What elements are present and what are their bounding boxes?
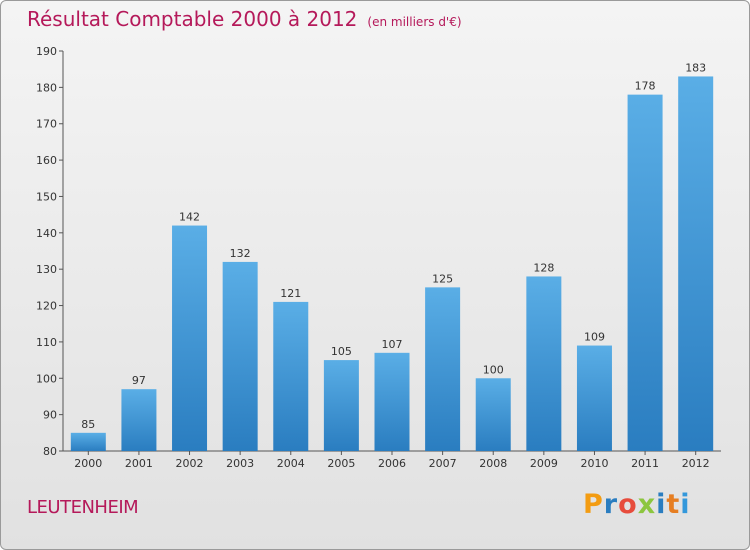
bar-2009 [526,276,562,451]
x-tick-label: 2002 [176,457,204,470]
logo-letter: r [603,489,619,520]
x-tick-label: 2004 [277,457,305,470]
data-label: 142 [179,211,200,224]
bars [70,76,714,452]
bar-2001 [121,389,157,451]
data-labels: 85 97 142 132 121 105 107 125 100 128 109 178 183 [81,61,706,430]
logo-letter: t [666,489,681,520]
x-tick-label: 2000 [74,457,102,470]
logo-letter: i [656,489,667,520]
data-label: 178 [635,80,656,93]
x-tick-label: 2010 [580,457,608,470]
chart-title: Résultat Comptable 2000 à 2012 (en millie… [27,7,462,31]
x-tick-label: 2008 [479,457,507,470]
bar-2008 [475,378,511,451]
logo-letter: x [637,489,657,520]
y-tick-label: 180 [36,81,57,94]
y-tick-label: 90 [43,409,57,422]
proxiti-logo: Proxiti [583,489,691,520]
y-tick-label: 140 [36,227,57,240]
x-tick-label: 2007 [429,457,457,470]
logo-letter: i [680,489,691,520]
y-tick-label: 100 [36,372,57,385]
x-tick-label: 2012 [682,457,710,470]
data-label: 109 [584,331,605,344]
bar-2003 [222,261,258,451]
y-tick-label: 150 [36,190,57,203]
chart-title-text: Résultat Comptable 2000 à 2012 [27,7,358,31]
data-label: 85 [81,418,95,431]
data-label: 100 [483,363,504,376]
data-label: 125 [432,272,453,285]
bar-2006 [374,352,410,451]
data-label: 183 [685,61,706,74]
bar-2004 [273,301,309,451]
x-tick-label: 2009 [530,457,558,470]
city-name: LEUTENHEIM [27,497,139,518]
bar-2010 [576,345,612,451]
x-tick-label: 2003 [226,457,254,470]
data-label: 132 [230,247,251,260]
y-tick-label: 80 [43,445,57,458]
data-label: 128 [533,261,554,274]
bar-2002 [172,225,208,451]
bar-2012 [678,76,714,452]
data-label: 105 [331,345,352,358]
y-tick-label: 190 [36,45,57,58]
bar-2005 [323,360,359,451]
bar-2000 [70,432,106,451]
y-tick-label: 160 [36,154,57,167]
x-tick-label: 2005 [327,457,355,470]
chart-subtitle: (en milliers d'€) [367,15,462,29]
x-tick-label: 2006 [378,457,406,470]
logo-letter: o [618,489,638,520]
logo-letter: P [583,489,604,520]
bar-2007 [425,287,461,451]
x-tick-label: 2001 [125,457,153,470]
x-tick-label: 2011 [631,457,659,470]
y-tick-label: 170 [36,118,57,131]
y-tick-label: 120 [36,300,57,313]
data-label: 107 [382,338,403,351]
data-label: 97 [132,374,146,387]
y-tick-label: 130 [36,263,57,276]
axes: 80 90 100 110 120 130 140 150 160 170 180 190 2000 20… [36,45,721,470]
y-tick-label: 110 [36,336,57,349]
data-label: 121 [280,287,301,300]
bar-2011 [627,94,663,452]
